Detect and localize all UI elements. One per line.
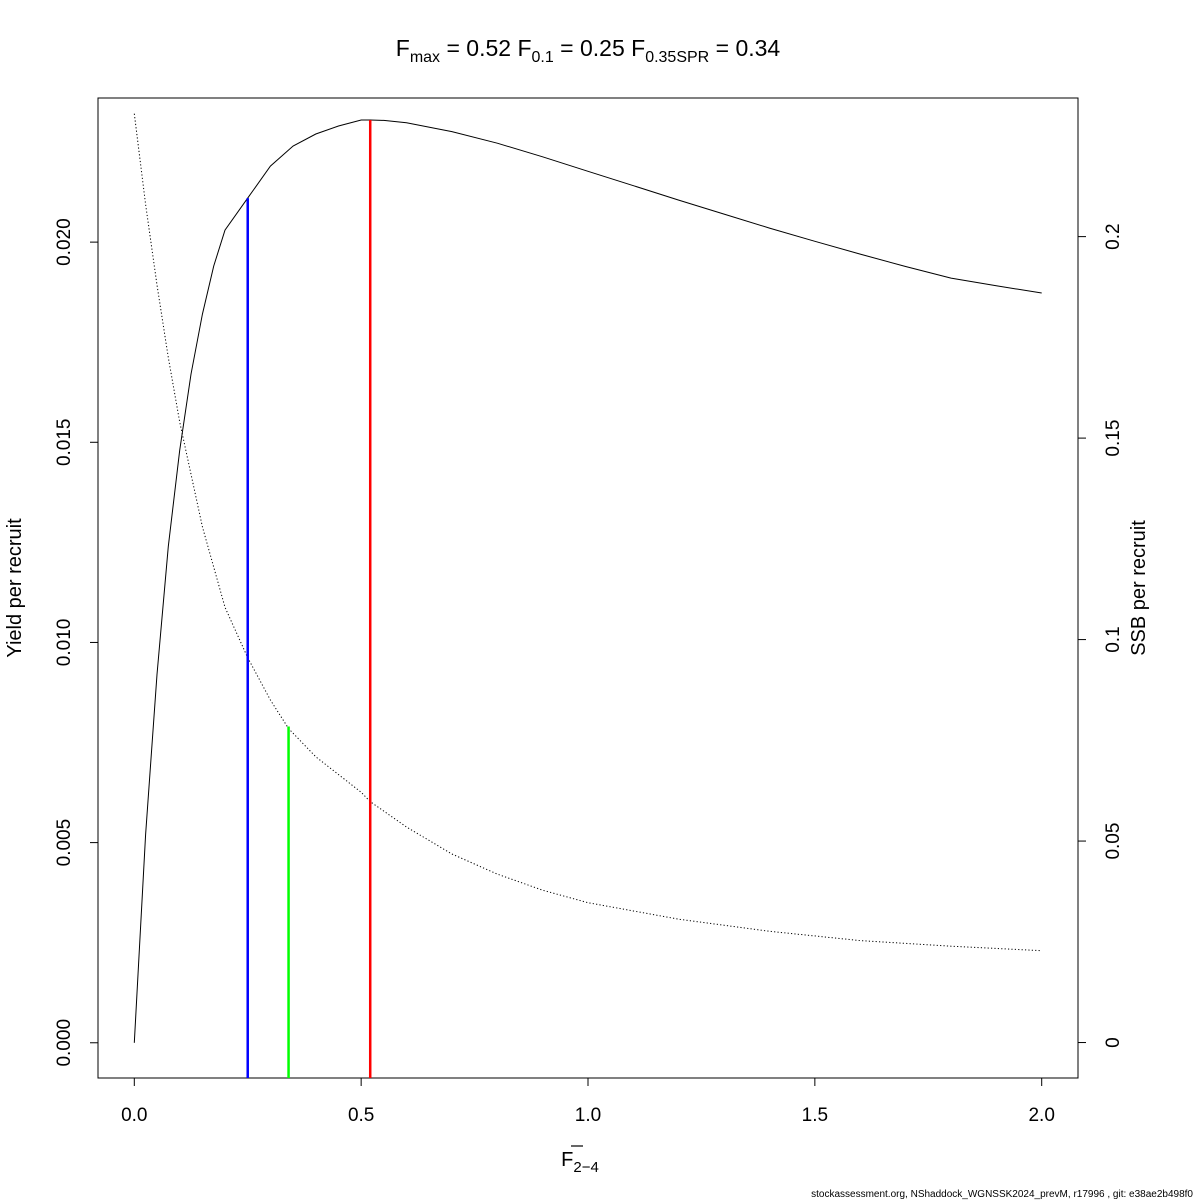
x-axis-label-base: F bbox=[561, 1149, 573, 1171]
y-left-tick-label: 0.000 bbox=[54, 1019, 75, 1067]
x-tick-label: 0.0 bbox=[121, 1105, 147, 1126]
x-tick-label: 2.0 bbox=[1028, 1105, 1054, 1126]
title-f01-value: 0.25 bbox=[580, 35, 625, 61]
y-left-tick-label: 0.010 bbox=[54, 619, 75, 667]
y-right-tick-label: 0.2 bbox=[1103, 223, 1124, 249]
x-tick-label: 1.5 bbox=[802, 1105, 828, 1126]
axes: 0.0 0.5 1.0 1.5 2.0 0.000 0.005 0.010 0.015 0.020… bbox=[54, 218, 1124, 1126]
title-fspr-value: 0.34 bbox=[735, 35, 780, 61]
y-right-tick-label: 0 bbox=[1103, 1037, 1124, 1048]
y-left-tick-label: 0.005 bbox=[54, 819, 75, 867]
y-left-tick-label: 0.015 bbox=[54, 419, 75, 467]
title-f01-base: F bbox=[517, 35, 531, 61]
x-tick-label: 0.5 bbox=[348, 1105, 374, 1126]
x-axis-label-sub: 2−4 bbox=[573, 1159, 598, 1176]
title-fmax-base: F bbox=[396, 35, 410, 61]
footer-credit: stockassessment.org, NShaddock_WGNSSK202… bbox=[811, 1189, 1193, 1200]
x-axis-label: F2−4 bbox=[561, 1149, 599, 1176]
title-fspr-sub: 0.35SPR bbox=[645, 49, 709, 66]
title-f01-sub: 0.1 bbox=[532, 49, 554, 66]
yield-per-recruit-line bbox=[133, 119, 1042, 1043]
title-fmax-value: 0.52 bbox=[466, 35, 511, 61]
plot-frame bbox=[97, 97, 1079, 1079]
y-left-tick-label: 0.020 bbox=[54, 218, 75, 266]
title-fspr-base: F bbox=[631, 35, 645, 61]
y-axis-right-label: SSB per recruit bbox=[1128, 520, 1150, 656]
title-fmax-sub: max bbox=[410, 49, 440, 66]
y-right-tick-label: 0.1 bbox=[1103, 626, 1124, 652]
chart-title: Fmax = 0.52 F0.1 = 0.25 F0.35SPR = 0.34 bbox=[396, 35, 781, 66]
ssb-per-recruit-line bbox=[133, 113, 1042, 952]
y-right-tick-label: 0.05 bbox=[1103, 823, 1124, 860]
y-axis-left-label: Yield per recruit bbox=[4, 518, 26, 658]
x-tick-label: 1.0 bbox=[575, 1105, 601, 1126]
plot-area bbox=[133, 113, 1042, 1078]
y-right-tick-label: 0.15 bbox=[1103, 420, 1124, 457]
